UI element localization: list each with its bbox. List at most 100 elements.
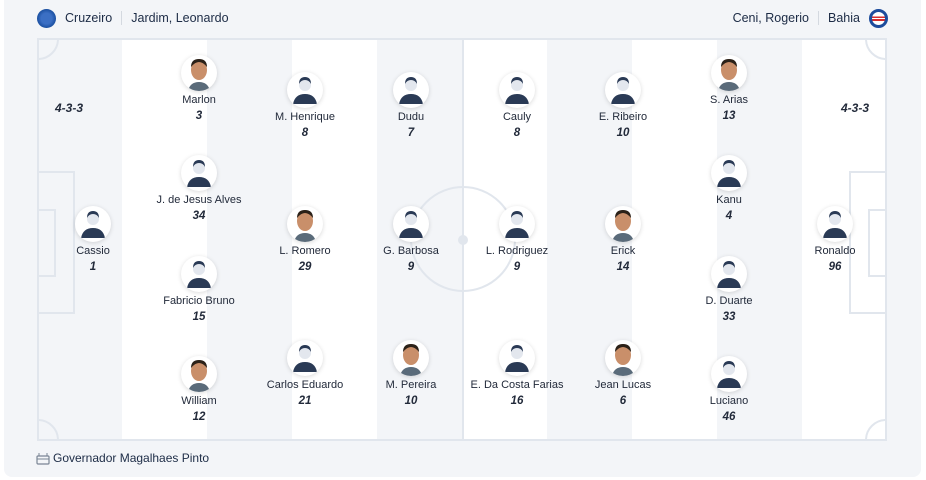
player-avatar-icon[interactable] bbox=[817, 206, 853, 242]
player-number: 9 bbox=[513, 261, 521, 273]
player[interactable]: M. Pereira 10 bbox=[351, 340, 471, 407]
stadium-icon bbox=[36, 452, 50, 465]
away-header: Ceni, Rogerio Bahia bbox=[733, 8, 888, 28]
player[interactable]: Fabricio Bruno 15 bbox=[139, 256, 259, 323]
away-formation: 4-3-3 bbox=[840, 101, 869, 115]
divider bbox=[121, 11, 123, 25]
player[interactable]: E. Ribeiro 10 bbox=[563, 72, 683, 139]
player-number: 10 bbox=[616, 127, 630, 139]
player-name[interactable]: Ronaldo bbox=[814, 245, 856, 257]
home-header: Cruzeiro Jardim, Leonardo bbox=[37, 8, 229, 28]
player-number: 15 bbox=[192, 311, 206, 323]
center-spot bbox=[458, 235, 468, 245]
cruzeiro-crest-icon bbox=[37, 8, 56, 28]
left-penalty-box bbox=[39, 171, 75, 314]
pitch-stripe bbox=[39, 40, 122, 439]
player-number: 21 bbox=[298, 395, 312, 407]
player-name[interactable]: William bbox=[181, 395, 217, 407]
player[interactable]: Cassio 1 bbox=[39, 206, 153, 273]
player-number: 6 bbox=[619, 395, 627, 407]
player[interactable]: J. de Jesus Alves 34 bbox=[139, 155, 259, 222]
player-avatar-icon[interactable] bbox=[711, 155, 747, 191]
player[interactable]: Kanu 4 bbox=[669, 155, 789, 222]
player-avatar-icon[interactable] bbox=[287, 72, 323, 108]
player-name[interactable]: L. Romero bbox=[279, 245, 331, 257]
venue: Governador Magalhaes Pinto bbox=[36, 451, 209, 465]
player-number: 8 bbox=[513, 127, 521, 139]
player-avatar-icon[interactable] bbox=[393, 72, 429, 108]
player-avatar-icon[interactable] bbox=[711, 356, 747, 392]
player-name[interactable]: Jean Lucas bbox=[594, 379, 652, 391]
player[interactable]: M. Henrique 8 bbox=[245, 72, 365, 139]
player[interactable]: Dudu 7 bbox=[351, 72, 471, 139]
player-name[interactable]: Carlos Eduardo bbox=[266, 379, 344, 391]
player-name[interactable]: Cauly bbox=[502, 111, 532, 123]
player-name[interactable]: Erick bbox=[610, 245, 636, 257]
player[interactable]: L. Rodriguez 9 bbox=[457, 206, 577, 273]
player-avatar-icon[interactable] bbox=[181, 256, 217, 292]
player-number: 4 bbox=[725, 210, 733, 222]
player[interactable]: Carlos Eduardo 21 bbox=[245, 340, 365, 407]
player-number: 7 bbox=[407, 127, 415, 139]
player-avatar-icon[interactable] bbox=[499, 72, 535, 108]
player[interactable]: Marlon 3 bbox=[139, 55, 259, 122]
player-photo[interactable] bbox=[605, 340, 641, 376]
player-avatar-icon[interactable] bbox=[605, 72, 641, 108]
player-number: 29 bbox=[298, 261, 312, 273]
player-name[interactable]: Marlon bbox=[182, 94, 216, 106]
player[interactable]: Ronaldo 96 bbox=[775, 206, 885, 273]
player[interactable]: William 12 bbox=[139, 356, 259, 423]
player-name[interactable]: J. de Jesus Alves bbox=[156, 194, 242, 206]
player-photo[interactable] bbox=[181, 55, 217, 91]
player[interactable]: Cauly 8 bbox=[457, 72, 577, 139]
player-name[interactable]: D. Duarte bbox=[705, 295, 753, 307]
player-photo[interactable] bbox=[287, 206, 323, 242]
pitch: 4-3-3 4-3-3 Cassio 1 Marlon 3 J. de Jesu… bbox=[37, 38, 887, 441]
player-number: 33 bbox=[722, 311, 736, 323]
player[interactable]: E. Da Costa Farias 16 bbox=[457, 340, 577, 407]
player-photo[interactable] bbox=[181, 356, 217, 392]
player-name[interactable]: M. Henrique bbox=[275, 111, 335, 123]
player[interactable]: Luciano 46 bbox=[669, 356, 789, 423]
home-formation: 4-3-3 bbox=[55, 101, 84, 115]
away-team-name[interactable]: Bahia bbox=[828, 11, 860, 25]
bahia-crest-icon bbox=[869, 8, 888, 28]
player-number: 1 bbox=[89, 261, 97, 273]
player-avatar-icon[interactable] bbox=[499, 340, 535, 376]
player-name[interactable]: L. Rodriguez bbox=[485, 245, 549, 257]
player-photo[interactable] bbox=[605, 206, 641, 242]
player[interactable]: Jean Lucas 6 bbox=[563, 340, 683, 407]
player-avatar-icon[interactable] bbox=[711, 256, 747, 292]
player-name[interactable]: Luciano bbox=[709, 395, 749, 407]
pitch-stripe bbox=[632, 40, 717, 439]
player-number: 96 bbox=[828, 261, 842, 273]
player-name[interactable]: E. Da Costa Farias bbox=[470, 379, 564, 391]
player[interactable]: Erick 14 bbox=[563, 206, 683, 273]
player-name[interactable]: Fabricio Bruno bbox=[163, 295, 235, 307]
player-avatar-icon[interactable] bbox=[393, 206, 429, 242]
player-name[interactable]: Cassio bbox=[76, 245, 110, 257]
player-name[interactable]: E. Ribeiro bbox=[598, 111, 648, 123]
player[interactable]: G. Barbosa 9 bbox=[351, 206, 471, 273]
player[interactable]: S. Arias 13 bbox=[669, 55, 789, 122]
player[interactable]: L. Romero 29 bbox=[245, 206, 365, 273]
player-name[interactable]: M. Pereira bbox=[385, 379, 437, 391]
home-coach[interactable]: Jardim, Leonardo bbox=[131, 11, 229, 25]
player-name[interactable]: G. Barbosa bbox=[383, 245, 439, 257]
player-avatar-icon[interactable] bbox=[499, 206, 535, 242]
player-name[interactable]: Dudu bbox=[397, 111, 425, 123]
player-photo[interactable] bbox=[711, 55, 747, 91]
away-coach[interactable]: Ceni, Rogerio bbox=[732, 11, 810, 25]
player-number: 16 bbox=[510, 395, 524, 407]
player[interactable]: D. Duarte 33 bbox=[669, 256, 789, 323]
home-team-name[interactable]: Cruzeiro bbox=[65, 11, 113, 25]
divider bbox=[818, 11, 820, 25]
player-avatar-icon[interactable] bbox=[181, 155, 217, 191]
player-avatar-icon[interactable] bbox=[287, 340, 323, 376]
player-photo[interactable] bbox=[393, 340, 429, 376]
left-goal-area bbox=[39, 209, 56, 277]
player-avatar-icon[interactable] bbox=[75, 206, 111, 242]
player-name[interactable]: Kanu bbox=[716, 194, 742, 206]
player-name[interactable]: S. Arias bbox=[710, 94, 748, 106]
venue-name: Governador Magalhaes Pinto bbox=[53, 451, 210, 465]
